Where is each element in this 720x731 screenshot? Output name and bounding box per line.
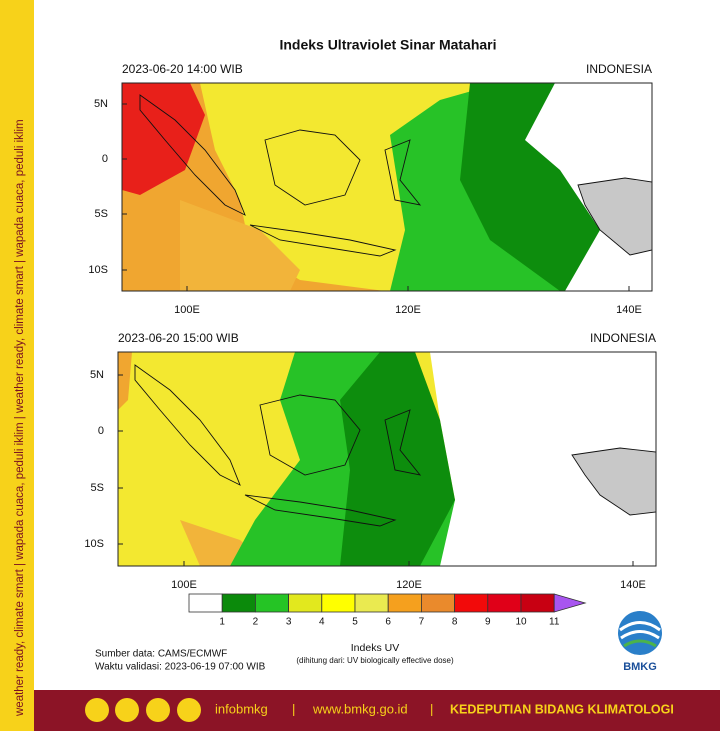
twitter-icon[interactable] xyxy=(85,698,109,722)
lon-label: 140E xyxy=(620,579,646,591)
colorbar-bin xyxy=(454,593,489,613)
footer-separator: | xyxy=(292,701,295,716)
colorbar-arrow xyxy=(553,593,587,613)
map-panel xyxy=(121,82,653,292)
footer-separator: | xyxy=(430,701,433,716)
lat-label: 5N xyxy=(90,369,104,381)
title: Indeks Ultraviolet Sinar Matahari xyxy=(279,37,496,53)
lon-label: 140E xyxy=(616,304,642,316)
colorbar-bin xyxy=(321,593,356,613)
panel-time: 2023-06-20 15:00 WIB xyxy=(118,331,239,345)
logo: BMKG xyxy=(618,611,662,673)
lat-label: 0 xyxy=(98,425,104,437)
colorbar-tick: 1 xyxy=(219,617,225,628)
footer-website[interactable]: www.bmkg.go.id xyxy=(312,701,408,716)
colorbar-tick: 4 xyxy=(319,617,325,628)
colorbar-tick: 2 xyxy=(253,617,259,628)
colorbar-note: (dihitung dari: UV biologically effectiv… xyxy=(296,656,454,665)
colorbar-tick: 3 xyxy=(286,617,292,628)
footer-handle[interactable]: infobmkg xyxy=(215,701,268,716)
colorbar-tick: 8 xyxy=(452,617,458,628)
lon-label: 100E xyxy=(171,579,197,591)
lat-label: 10S xyxy=(84,538,104,550)
colorbar-bin xyxy=(387,593,422,613)
colorbar-label: Indeks UV xyxy=(351,642,399,654)
colorbar-bin xyxy=(354,593,389,613)
colorbar-bin xyxy=(520,593,555,613)
lat-label: 5N xyxy=(94,98,108,110)
colorbar-tick: 7 xyxy=(419,617,425,628)
panel-region: INDONESIA xyxy=(586,62,652,76)
lat-label: 5S xyxy=(91,482,104,494)
colorbar-tick: 9 xyxy=(485,617,491,628)
colorbar-tick: 11 xyxy=(549,617,560,628)
colorbar-bin xyxy=(420,593,455,613)
logo-text: BMKG xyxy=(623,661,657,673)
lon-label: 100E xyxy=(174,304,200,316)
colorbar-bin xyxy=(288,593,323,613)
instagram-icon[interactable] xyxy=(177,698,201,722)
map-panel xyxy=(117,351,657,567)
colorbar-bin xyxy=(487,593,522,613)
footer-department: KEDEPUTIAN BIDANG KLIMATOLOGI xyxy=(450,702,674,716)
lat-label: 5S xyxy=(95,208,108,220)
panel-time: 2023-06-20 14:00 WIB xyxy=(122,62,243,76)
colorbar-tick: 5 xyxy=(352,617,358,628)
side-text: weather ready, climate smart | wapada cu… xyxy=(14,119,26,717)
colorbar-tick: 6 xyxy=(385,617,391,628)
source: Sumber data: CAMS/ECMWF xyxy=(95,649,227,660)
colorbar-bin xyxy=(221,593,256,613)
colorbar-bin xyxy=(188,593,223,613)
colorbar-bin xyxy=(254,593,289,613)
side-strip xyxy=(0,0,34,731)
facebook-icon[interactable] xyxy=(115,698,139,722)
lon-label: 120E xyxy=(396,579,422,591)
lat-label: 0 xyxy=(102,153,108,165)
lat-label: 10S xyxy=(88,264,108,276)
validity: Waktu validasi: 2023-06-19 07:00 WIB xyxy=(95,662,266,673)
panel-region: INDONESIA xyxy=(590,331,656,345)
colorbar-tick: 10 xyxy=(515,617,527,628)
youtube-icon[interactable] xyxy=(146,698,170,722)
lon-label: 120E xyxy=(395,304,421,316)
